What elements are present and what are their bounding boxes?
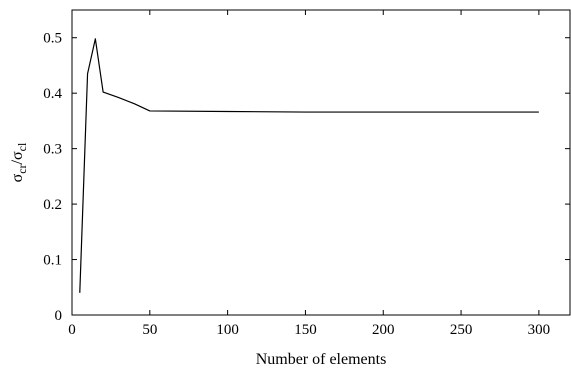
y-tick-label: 0 (55, 308, 63, 324)
plot-axes (71, 9, 571, 316)
y-label-subscript-num: cr (15, 164, 29, 173)
x-tick-label: 100 (216, 322, 239, 338)
y-label-separator: / (9, 159, 26, 164)
tick-labels: 0 50 100 150 200 250 300 0 0.1 0.2 0.3 0.4 0.5 (43, 31, 550, 338)
y-tick-label: 0.4 (43, 86, 62, 102)
x-tick-label: 250 (450, 322, 473, 338)
y-label-symbol: σ (9, 173, 26, 182)
y-label-subscript-den: cl (15, 142, 29, 151)
y-label-symbol-2: σ (9, 151, 26, 160)
y-axis-label: σcr/σcl (9, 142, 29, 182)
x-tick-label: 300 (528, 322, 551, 338)
x-tick-label: 50 (142, 322, 157, 338)
data-series (79, 38, 539, 293)
y-tick-label: 0.5 (43, 31, 62, 47)
y-tick-label: 0.2 (43, 197, 62, 213)
series-line (79, 38, 539, 293)
x-axis-label: Number of elements (256, 351, 387, 368)
plot-frame (71, 9, 571, 316)
axis-ticks (71, 10, 570, 316)
y-tick-label: 0.1 (43, 253, 62, 269)
x-tick-label: 0 (68, 322, 76, 338)
x-tick-label: 200 (372, 322, 395, 338)
y-tick-label: 0.3 (43, 142, 62, 158)
x-tick-label: 150 (294, 322, 317, 338)
